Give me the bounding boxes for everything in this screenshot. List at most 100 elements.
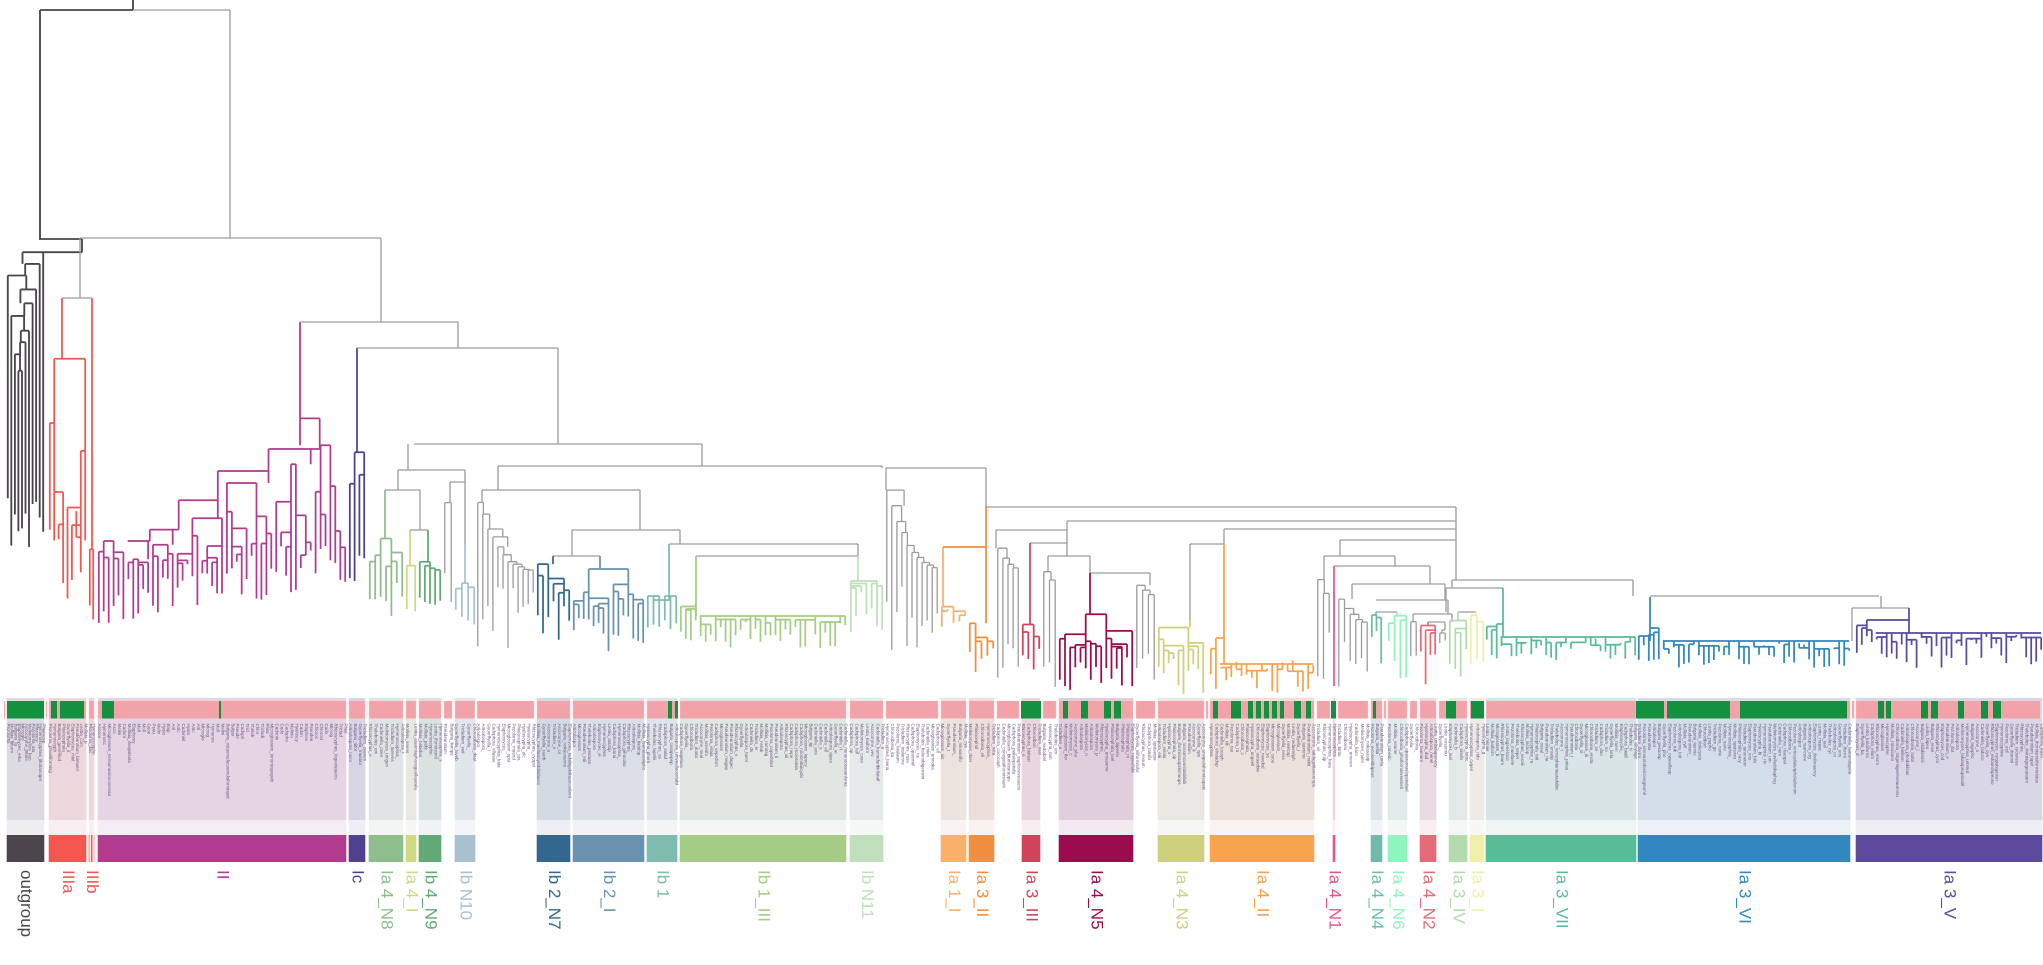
svg-text:Chlorociboria_lodoi: Chlorociboria_lodoi	[1910, 724, 1915, 763]
svg-text:Cadophora_risaopsi: Cadophora_risaopsi	[1783, 724, 1788, 764]
svg-text:Ib 4_N9: Ib 4_N9	[422, 870, 441, 930]
svg-text:Cudoniella_s: Cudoniella_s	[819, 724, 824, 751]
svg-text:Elaphomyces_iael: Elaphomyces_iael	[1448, 724, 1453, 761]
svg-text:Bulgaria_generilod: Bulgaria_generilod	[57, 724, 62, 762]
svg-text:Articulospor: Articulospor	[1798, 724, 1803, 748]
svg-text:Mollisia_neelcop: Mollisia_neelcop	[1286, 724, 1291, 758]
svg-text:Hyaloscy: Hyaloscy	[294, 724, 299, 743]
svg-text:Pezoloma_tae: Pezoloma_tae	[1230, 724, 1235, 753]
svg-text:Melini: Melini	[117, 724, 122, 736]
svg-text:Pseudeurotium_umla: Pseudeurotium_umla	[1380, 724, 1385, 767]
svg-text:Cadophora_silodo: Cadophora_silodo	[1459, 724, 1464, 761]
svg-text:Hymenoscyphus_s: Hymenoscyphus_s	[439, 724, 444, 763]
svg-text:Theleb: Theleb	[250, 724, 255, 738]
svg-text:Hymenos: Hymenos	[211, 724, 216, 744]
svg-text:Articulospora_phodabisav: Articulospora_phodabisav	[1905, 724, 1910, 777]
svg-text:Articulospora_rido: Articulospora_rido	[1475, 724, 1480, 761]
svg-text:Moll: Moll	[142, 724, 147, 732]
svg-text:Leotia_umbidapenecy: Leotia_umbidapenecy	[1434, 724, 1439, 769]
svg-text:Microg: Microg	[329, 724, 334, 738]
svg-text:Phialocep: Phialocep	[42, 724, 47, 744]
svg-text:Cudoniella_ell: Cudoniella_ell	[824, 724, 829, 752]
svg-text:Tricladi: Tricladi	[260, 724, 265, 738]
svg-text:Pseudeurotium_mugep: Pseudeurotium_mugep	[724, 724, 729, 771]
svg-text:Microglossum_umnoka: Microglossum_umnoka	[931, 724, 936, 771]
svg-text:Microglo: Microglo	[20, 724, 25, 742]
svg-text:Gyoerffyella_: Gyoerffyella_	[467, 724, 472, 751]
svg-text:Gyoerffyella_muatao: Gyoerffyella_muatao	[358, 724, 363, 766]
svg-text:Cadophora_karai: Cadophora_karai	[612, 724, 617, 759]
svg-text:Tricladium_mita: Tricladium_mita	[992, 724, 997, 756]
svg-text:Cadophora_latuifo: Cadophora_latuifo	[1147, 724, 1152, 761]
svg-text:Phialocephala_: Phialocephala_	[62, 724, 67, 755]
svg-text:Cadophora_ell: Cadophora_ell	[936, 724, 941, 753]
svg-text:Hymenoscyphus_kata: Hymenoscyphus_kata	[1328, 724, 1333, 769]
svg-text:Pezoloma_ercoloelribipeos: Pezoloma_ercoloelribipeos	[1370, 724, 1375, 779]
svg-text:Ia 3_III: Ia 3_III	[1023, 870, 1042, 922]
svg-text:Pseudeurotium_ria: Pseudeurotium_ria	[1545, 724, 1550, 762]
svg-text:Pseudeurotium_saphonevesaens: Pseudeurotium_saphonevesaens	[1017, 724, 1022, 792]
svg-text:Hymenoscyphus_ummut: Hymenoscyphus_ummut	[1965, 724, 1970, 774]
svg-text:Tricladium_ve: Tricladium_ve	[1594, 724, 1599, 752]
svg-text:Cudon: Cudon	[299, 724, 304, 738]
svg-text:Bulgaria_iaensc: Bulgaria_iaensc	[1692, 724, 1697, 757]
svg-text:Mollisia_anens: Mollisia_anens	[405, 724, 410, 755]
svg-text:Meliniomyces_tuelladokaphog: Meliniomyces_tuelladokaphog	[1773, 724, 1778, 785]
svg-text:Articulospora_t: Articulospora_t	[401, 724, 406, 755]
svg-text:Gyoerffyella_cya: Gyoerffyella_cya	[1985, 724, 1990, 758]
svg-text:Bulgaria_iiumpe: Bulgaria_iiumpe	[450, 724, 455, 757]
svg-text:Bulgaria_la: Bulgaria_la	[13, 724, 18, 747]
svg-text:Mollisia_ramirag: Mollisia_ramirag	[764, 724, 769, 757]
svg-text:Tricladium_ve: Tricladium_ve	[1316, 724, 1321, 752]
svg-text:Mollisia_p: Mollisia_p	[84, 724, 89, 745]
svg-text:outgroup: outgroup	[17, 870, 36, 937]
svg-text:Cadophora_ellam: Cadophora_ellam	[1870, 724, 1875, 760]
svg-text:Bulgaria_ostaensdacoumdoiformi: Bulgaria_ostaensdacoumdoiformispei	[225, 724, 230, 799]
svg-text:Cadophora_mugelaos: Cadophora_mugelaos	[679, 724, 684, 769]
svg-text:Meliniomyces_mien: Meliniomyces_mien	[1360, 724, 1365, 764]
svg-text:Leotia_ataumtaphoosgeelkaatala: Leotia_ataumtaphoosgeelkaatala	[414, 724, 419, 791]
svg-text:Mollisia_pebi: Mollisia_pebi	[423, 724, 428, 750]
svg-text:Articulospor: Articulospor	[572, 724, 577, 748]
svg-text:Elaphomyces_nevekal: Elaphomyces_nevekal	[1260, 724, 1265, 769]
svg-text:Gyoerffyella_: Gyoerffyella_	[684, 724, 689, 751]
svg-text:Tricladium_ianeneum: Tricladium_ianeneum	[1742, 724, 1747, 767]
svg-text:Ia 1_I: Ia 1_I	[945, 870, 964, 913]
svg-text:Articulospora_sipeo: Articulospora_sipeo	[829, 724, 834, 764]
svg-text:Hymenoscyphus_iikatanoget: Hymenoscyphus_iikatanoget	[38, 724, 43, 782]
svg-text:Pseudeurotium_mubi: Pseudeurotium_mubi	[1307, 724, 1312, 767]
svg-text:Elaphomyces_: Elaphomyces_	[1619, 724, 1624, 754]
svg-text:Microglossum_ifor: Microglossum_ifor	[1063, 724, 1068, 761]
svg-text:Ascocoryne_muri: Ascocoryne_muri	[699, 724, 704, 759]
svg-text:Elaphomyces_iadabigebikaancodo: Elaphomyces_iadabigebikaancodomi	[568, 724, 573, 798]
svg-text:Chlorociboria: Chlorociboria	[1574, 724, 1579, 751]
svg-text:Microg: Microg	[206, 724, 211, 738]
svg-text:Bulgaria_ense: Bulgaria_ense	[1930, 724, 1935, 753]
svg-text:Mollisia_nebidoa: Mollisia_nebidoa	[418, 724, 423, 758]
svg-text:Cudonie: Cudonie	[275, 724, 280, 741]
svg-text:Gyoerffyella_a: Gyoerffyella_a	[66, 724, 71, 753]
svg-text:Pezoloma_loialaum: Pezoloma_loialaum	[895, 724, 900, 764]
svg-text:Rhizoscyphus_v: Rhizoscyphus_v	[734, 724, 739, 758]
svg-text:Hyaloscypha_dad: Hyaloscypha_dad	[1424, 724, 1429, 760]
svg-text:Chlorociboria: Chlorociboria	[689, 724, 694, 751]
svg-text:Gyoerffyella: Gyoerffyella	[1409, 724, 1414, 748]
svg-text:Hymenoscyphus_: Hymenoscyphus_	[1727, 724, 1732, 760]
svg-text:Elaphomyces_dodoraancy: Elaphomyces_dodoraancy	[1813, 724, 1818, 778]
svg-text:Thelebolus_kalonobigemimi: Thelebolus_kalonobigemimi	[921, 724, 926, 780]
svg-text:Hymenoscyphus_: Hymenoscyphus_	[986, 724, 991, 760]
svg-text:Tricladium_iformi: Tricladium_iformi	[1637, 724, 1642, 758]
svg-text:Pezoloma_dac: Pezoloma_dac	[88, 724, 93, 755]
svg-text:Ic: Ic	[349, 870, 368, 884]
svg-text:Mollisia_iael: Mollisia_iael	[1823, 724, 1828, 749]
svg-text:Cudoniella_nenenoossaanloras: Cudoniella_nenenoossaanloras	[844, 724, 849, 788]
svg-text:Mollisia_kaiform: Mollisia_kaiform	[1490, 724, 1495, 757]
svg-text:Melini: Melini	[220, 724, 225, 736]
svg-text:Articulospor: Articulospor	[1652, 724, 1657, 748]
svg-text:Pezoloma_ranesic: Pezoloma_ranesic	[1387, 724, 1392, 762]
svg-text:Phialocephala_tuii: Phialocephala_tuii	[1535, 724, 1540, 761]
svg-text:Pseudeurotium_i: Pseudeurotium_i	[1569, 724, 1574, 758]
svg-text:Elaphomyces_ens: Elaphomyces_ens	[1747, 724, 1752, 762]
svg-text:Cadophora_biataat: Cadophora_biataat	[1027, 724, 1032, 763]
svg-text:Elap: Elap	[166, 724, 171, 734]
